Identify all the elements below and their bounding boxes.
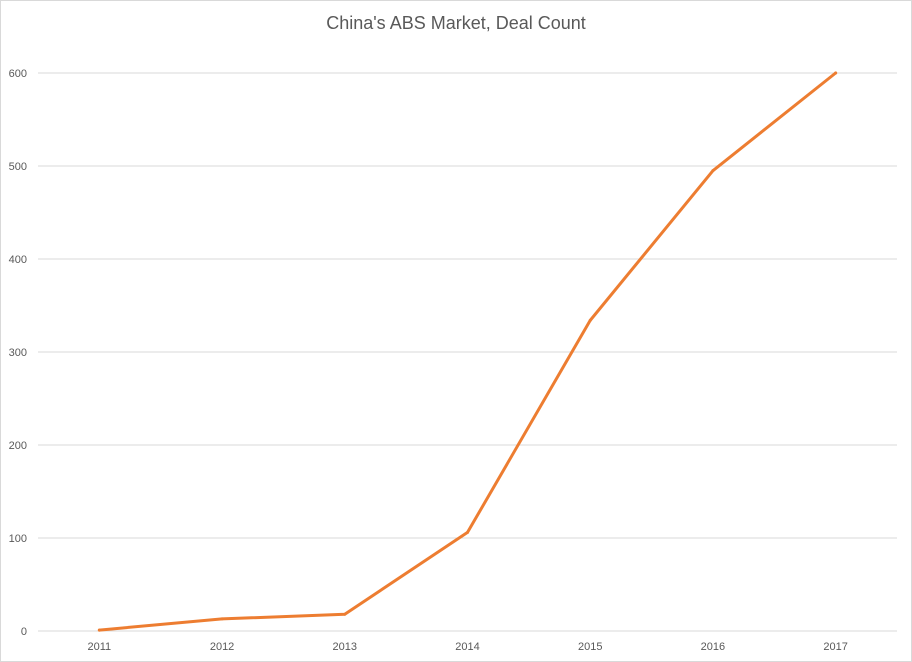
x-tick-label: 2015 xyxy=(578,641,602,653)
x-axis-ticks: 2011 2012 2013 2014 2015 2016 2017 xyxy=(88,641,848,653)
y-axis-ticks: 0 100 200 300 400 500 600 xyxy=(9,68,27,638)
gridlines xyxy=(38,72,897,632)
x-tick-label: 2014 xyxy=(455,641,479,653)
y-tick-label: 500 xyxy=(9,161,27,173)
y-tick-label: 0 xyxy=(21,626,27,638)
series-layer xyxy=(97,71,838,632)
y-tick-label: 300 xyxy=(9,347,27,359)
y-tick-label: 400 xyxy=(9,254,27,266)
data-point xyxy=(588,318,592,322)
x-tick-label: 2016 xyxy=(701,641,725,653)
chart-title: China's ABS Market, Deal Count xyxy=(326,13,586,33)
x-tick-label: 2011 xyxy=(88,641,112,653)
data-point xyxy=(834,71,838,75)
data-point xyxy=(220,617,224,621)
x-tick-label: 2017 xyxy=(823,641,847,653)
x-tick-label: 2012 xyxy=(210,641,234,653)
y-tick-label: 200 xyxy=(9,440,27,452)
x-tick-label: 2013 xyxy=(333,641,357,653)
data-point xyxy=(711,169,715,173)
data-point xyxy=(466,530,469,534)
y-tick-label: 600 xyxy=(9,68,27,80)
data-point xyxy=(97,628,101,632)
y-tick-label: 100 xyxy=(9,533,27,545)
data-point xyxy=(343,612,347,616)
